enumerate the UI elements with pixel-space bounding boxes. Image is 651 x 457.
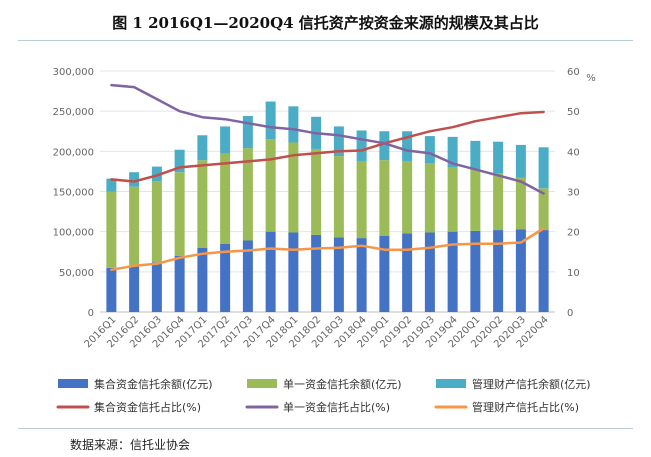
bar-segment xyxy=(379,131,390,161)
bar-segment xyxy=(470,230,481,312)
bar-segment xyxy=(356,238,367,312)
bar-segment xyxy=(174,255,185,312)
bar-segment xyxy=(288,232,299,312)
bar-segment xyxy=(379,235,390,312)
bar-segment xyxy=(197,160,208,248)
bar-segment xyxy=(129,186,140,266)
y-tick-label-left: 100,000 xyxy=(53,228,94,239)
series-line xyxy=(110,110,545,183)
bar-segment xyxy=(242,240,253,312)
y-tick-label-right: 0 xyxy=(567,308,573,319)
legend-label: 管理财产信托余额(亿元) xyxy=(472,377,591,391)
bar-segment xyxy=(129,265,140,312)
bar-segment xyxy=(493,141,504,174)
bar-segment xyxy=(538,147,549,189)
bar-segment xyxy=(311,234,322,312)
bar-segment xyxy=(470,140,481,170)
bar-segment xyxy=(493,230,504,312)
bar-segment xyxy=(151,262,162,312)
y-tick-label-right: 20 xyxy=(567,228,580,239)
bar-segment xyxy=(197,135,208,161)
bar-segment xyxy=(174,149,185,173)
legend-label: 管理财产信托占比(%) xyxy=(472,400,579,414)
bar-segment xyxy=(333,126,344,157)
bar-segment xyxy=(515,229,526,312)
bar-segment xyxy=(106,267,117,312)
bar-segment xyxy=(379,160,390,236)
bar-segment xyxy=(311,148,322,235)
bar-segment xyxy=(288,106,299,143)
bar-segment xyxy=(129,172,140,187)
y-tick-label-right: 50 xyxy=(567,107,580,118)
bar-segment xyxy=(242,148,253,241)
bar-segment xyxy=(515,177,526,230)
bar-segment xyxy=(242,115,253,149)
bar-segment xyxy=(356,130,367,161)
legend-label: 集合资金信托占比(%) xyxy=(94,400,201,414)
bar-segment xyxy=(356,160,367,239)
y-tick-label-left: 250,000 xyxy=(53,107,94,118)
bar-segment xyxy=(424,163,435,233)
y-tick-label-left: 300,000 xyxy=(53,67,94,78)
y-tick-label-left: 150,000 xyxy=(53,188,94,199)
top-divider xyxy=(18,40,633,41)
y-tick-label-right: 10 xyxy=(567,268,580,279)
legend-label: 单一资金信托占比(%) xyxy=(283,400,390,414)
bar-segment xyxy=(402,131,413,161)
legend-swatch xyxy=(58,379,88,388)
bar-segment xyxy=(265,139,276,232)
y-tick-label-left: 50,000 xyxy=(59,268,94,279)
y-tick-label-left: 200,000 xyxy=(53,147,94,158)
legend-swatch xyxy=(436,379,466,388)
bar-segment xyxy=(174,172,185,256)
bar-segment xyxy=(402,160,413,234)
legend-swatch xyxy=(247,379,277,388)
legend-label: 集合资金信托余额(亿元) xyxy=(94,377,213,391)
y-tick-label-right: 40 xyxy=(567,147,580,158)
bar-segment xyxy=(288,142,299,233)
bar-segment xyxy=(538,230,549,312)
bar-segment xyxy=(470,169,481,231)
bar-segment xyxy=(402,233,413,312)
bar-segment xyxy=(220,153,231,244)
bar-segment xyxy=(333,237,344,312)
bar-segment xyxy=(515,144,526,178)
bar-segment xyxy=(265,101,276,140)
bar-segment xyxy=(447,231,458,312)
bar-segment xyxy=(538,188,549,231)
series-line xyxy=(110,227,545,272)
bar-segment xyxy=(220,126,231,154)
bar-segment xyxy=(220,243,231,312)
data-source-note: 数据来源：信托业协会 xyxy=(70,438,191,452)
bar-segment xyxy=(151,166,162,182)
bar-segment xyxy=(424,136,435,164)
bar-segment xyxy=(424,232,435,312)
bar-segment xyxy=(265,231,276,312)
y-tick-label-left: 0 xyxy=(88,308,94,319)
bar-segment xyxy=(447,167,458,232)
chart-area: 0 50,000 100,000 150,000 200,000 250,000 300,0… xyxy=(53,67,596,414)
bar-segment xyxy=(447,136,458,168)
legend-label: 单一资金信托余额(亿元) xyxy=(283,377,402,391)
series-line xyxy=(110,83,545,195)
bar-segment xyxy=(106,191,117,268)
bottom-divider xyxy=(18,428,633,429)
bar-segment xyxy=(333,156,344,238)
bar-segment xyxy=(493,173,504,231)
chart-title: 图 1 2016Q1—2020Q4 信托资产按资金来源的规模及其占比 xyxy=(112,14,539,32)
y-tick-label-right: 60 xyxy=(567,67,580,78)
bar-segment xyxy=(197,247,208,312)
bar-segment xyxy=(106,178,117,192)
bar-segment xyxy=(151,181,162,263)
y-axis-unit-right: % xyxy=(586,73,596,84)
y-tick-label-right: 30 xyxy=(567,188,580,199)
